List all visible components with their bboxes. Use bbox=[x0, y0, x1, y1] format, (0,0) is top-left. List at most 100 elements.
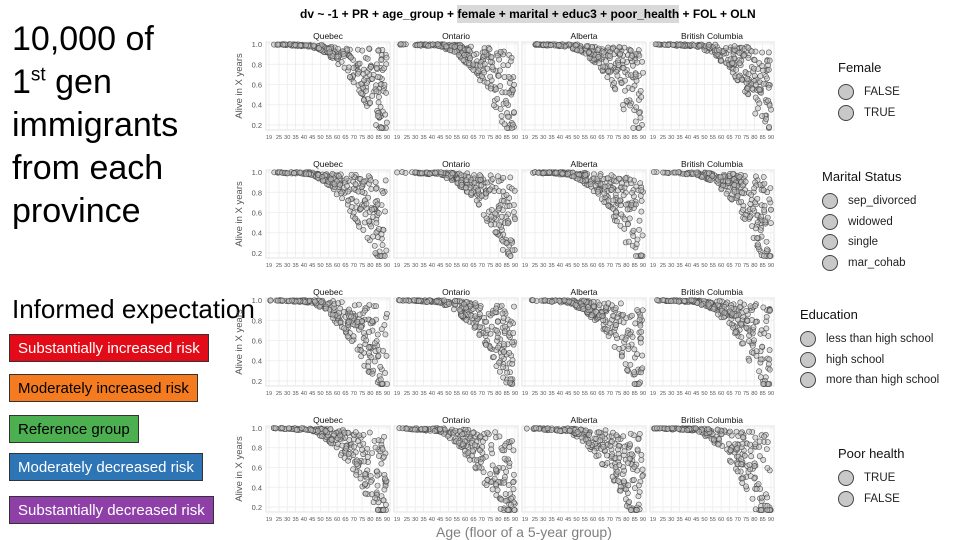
x-tick-label: 50 bbox=[445, 135, 451, 141]
facet-panel: Alberta 19 25 30 35 40 45 50 55 60 65 70 75 80 85 90 bbox=[521, 159, 647, 269]
data-point bbox=[328, 176, 334, 183]
data-point bbox=[331, 181, 338, 188]
x-tick-label: 80 bbox=[623, 263, 629, 269]
data-point bbox=[501, 455, 508, 462]
data-point bbox=[743, 307, 750, 314]
data-point bbox=[344, 183, 350, 189]
data-point bbox=[629, 52, 635, 59]
x-tick-label: 85 bbox=[504, 263, 510, 269]
data-point bbox=[615, 62, 622, 68]
data-point bbox=[483, 318, 490, 325]
x-tick-label: 50 bbox=[573, 517, 579, 523]
data-point bbox=[639, 473, 646, 480]
legend-item: less than high school bbox=[800, 329, 939, 350]
data-point bbox=[751, 57, 758, 63]
data-point bbox=[367, 177, 374, 184]
data-point bbox=[279, 297, 286, 304]
data-point bbox=[633, 507, 640, 513]
data-point bbox=[620, 319, 627, 326]
data-point bbox=[380, 190, 387, 197]
data-point bbox=[366, 329, 372, 335]
x-tick-label: 35 bbox=[420, 391, 426, 397]
data-point bbox=[639, 365, 646, 372]
x-tick-label: 80 bbox=[751, 263, 757, 269]
data-point bbox=[620, 106, 627, 113]
data-point bbox=[501, 328, 508, 335]
x-tick-label: 25 bbox=[404, 391, 410, 397]
data-point bbox=[459, 431, 466, 438]
x-tick-label: 85 bbox=[376, 517, 382, 523]
x-tick-label: 30 bbox=[412, 135, 418, 141]
legend-key-icon bbox=[838, 490, 854, 507]
data-point bbox=[374, 507, 381, 513]
legend-key-icon bbox=[838, 104, 854, 121]
data-point bbox=[759, 63, 766, 69]
data-point bbox=[457, 44, 463, 51]
data-point bbox=[623, 201, 629, 208]
x-tick-label: 25 bbox=[660, 263, 666, 269]
data-point bbox=[586, 432, 592, 438]
x-tick-label: 70 bbox=[351, 517, 357, 523]
data-point bbox=[381, 433, 387, 440]
data-point bbox=[710, 305, 717, 312]
x-tick-label: 80 bbox=[367, 391, 373, 397]
data-point bbox=[364, 234, 371, 241]
data-point bbox=[346, 306, 352, 313]
x-tick-label: 35 bbox=[292, 135, 298, 141]
data-point bbox=[734, 445, 741, 452]
x-tick-label: 50 bbox=[701, 263, 707, 269]
x-tick-label: 80 bbox=[367, 263, 373, 269]
data-point bbox=[765, 333, 772, 339]
data-point bbox=[553, 169, 560, 176]
facet-panel: British Columbia 19 25 30 35 40 45 50 55 60 65 70 75… bbox=[649, 415, 775, 523]
data-point bbox=[365, 344, 372, 351]
x-tick-label: 65 bbox=[342, 135, 348, 141]
data-point bbox=[599, 461, 606, 467]
data-point bbox=[493, 305, 500, 312]
data-point bbox=[488, 323, 495, 330]
data-point bbox=[740, 434, 746, 440]
data-point bbox=[725, 178, 731, 185]
data-point bbox=[279, 425, 286, 431]
data-point bbox=[624, 206, 631, 213]
legend-item: more than high school bbox=[800, 370, 939, 391]
risk-box-substantially-decreased: Substantially decreased risk bbox=[9, 496, 214, 524]
data-point bbox=[665, 42, 672, 49]
data-point bbox=[421, 426, 428, 432]
y-tick-label: 1.0 bbox=[252, 296, 262, 305]
data-point bbox=[361, 330, 367, 336]
data-point bbox=[614, 314, 621, 321]
data-point bbox=[625, 238, 632, 245]
data-point bbox=[620, 65, 627, 71]
data-point bbox=[483, 482, 490, 489]
data-point bbox=[730, 324, 737, 331]
x-tick-label: 75 bbox=[359, 517, 365, 523]
x-tick-label: 60 bbox=[462, 391, 468, 397]
data-point bbox=[759, 49, 766, 56]
x-tick-label: 45 bbox=[693, 135, 699, 141]
y-tick-label: 0.6 bbox=[252, 464, 262, 473]
data-point bbox=[766, 347, 773, 353]
data-point bbox=[470, 61, 477, 68]
data-point bbox=[620, 192, 627, 199]
data-point bbox=[463, 177, 470, 184]
data-point bbox=[308, 427, 314, 434]
data-point bbox=[314, 427, 321, 434]
data-point bbox=[487, 85, 494, 92]
data-point bbox=[353, 471, 360, 478]
legend-item: TRUE bbox=[838, 103, 900, 124]
data-point bbox=[349, 338, 355, 344]
data-point bbox=[523, 425, 530, 432]
x-tick-label: 25 bbox=[404, 517, 410, 523]
data-point bbox=[638, 451, 645, 458]
data-point bbox=[381, 65, 387, 72]
data-point bbox=[476, 311, 483, 317]
data-point bbox=[572, 42, 579, 49]
data-point bbox=[368, 478, 374, 485]
data-point bbox=[763, 75, 770, 82]
x-tick-label: 55 bbox=[710, 263, 716, 269]
x-tick-label: 85 bbox=[760, 263, 766, 269]
data-point bbox=[546, 169, 553, 176]
data-point bbox=[624, 367, 631, 373]
x-tick-label: 25 bbox=[276, 391, 282, 397]
